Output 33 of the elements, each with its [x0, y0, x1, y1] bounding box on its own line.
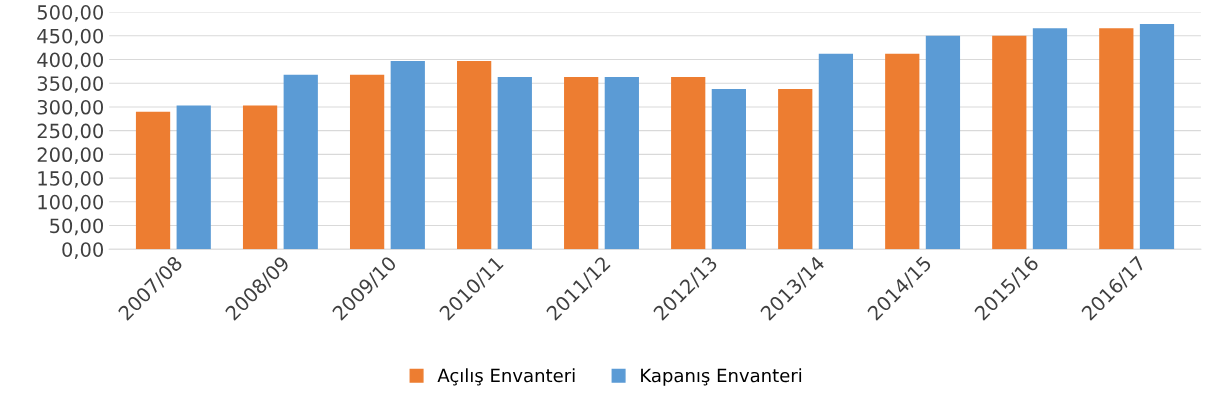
- bar: [135, 111, 171, 250]
- bar: [885, 53, 920, 250]
- bar: [992, 35, 1027, 250]
- legend-label: Kapanış Envanteri: [641, 368, 802, 386]
- bar: [349, 74, 385, 250]
- y-tick-label: 0,00: [62, 242, 104, 259]
- bar: [564, 77, 599, 250]
- bar: [457, 60, 492, 250]
- bar: [497, 77, 532, 250]
- bar: [671, 77, 706, 250]
- bar: [604, 77, 639, 250]
- y-tick-label: 300,00: [37, 99, 104, 117]
- y-tick-label: 200,00: [37, 147, 104, 165]
- bar: [1099, 28, 1134, 250]
- y-tick-label: 450,00: [37, 28, 104, 46]
- y-tick-label: 50,00: [50, 218, 104, 236]
- bar: [390, 60, 425, 250]
- bar: [1139, 23, 1175, 250]
- bar: [1032, 28, 1068, 250]
- bar: [176, 105, 211, 250]
- legend-label: Açılış Envanteri: [437, 368, 575, 386]
- y-tick-label: 400,00: [37, 52, 104, 70]
- bar: [925, 35, 961, 250]
- y-tick-label: 500,00: [37, 5, 104, 22]
- bar: [818, 53, 854, 250]
- bar: [711, 88, 746, 250]
- bar: [242, 105, 278, 250]
- y-tick-label: 350,00: [37, 76, 104, 93]
- bar: [778, 88, 813, 250]
- y-tick-label: 250,00: [37, 123, 104, 141]
- bar: [283, 74, 318, 250]
- y-tick-label: 150,00: [38, 171, 104, 188]
- y-tick-label: 100,00: [38, 194, 104, 212]
